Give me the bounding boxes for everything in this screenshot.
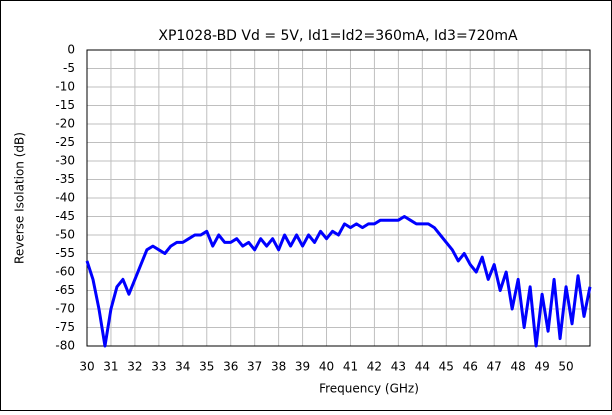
y-tick-label: -80 xyxy=(55,339,75,353)
x-axis-title: Frequency (GHz) xyxy=(319,382,419,396)
x-tick-label: 35 xyxy=(199,360,214,374)
y-tick-label: -40 xyxy=(55,191,75,205)
y-tick-label: -20 xyxy=(55,117,75,131)
x-tick-label: 44 xyxy=(415,360,430,374)
y-tick-label: -25 xyxy=(55,135,75,149)
y-tick-label: -30 xyxy=(55,154,75,168)
x-tick-label: 48 xyxy=(511,360,526,374)
x-tick-label: 40 xyxy=(319,360,334,374)
x-tick-label: 34 xyxy=(175,360,190,374)
y-tick-label: -15 xyxy=(55,98,75,112)
y-tick-label: -55 xyxy=(55,246,75,260)
x-tick-label: 36 xyxy=(223,360,238,374)
y-tick-label: -65 xyxy=(55,283,75,297)
x-tick-label: 32 xyxy=(127,360,142,374)
y-axis-title: Reverse Isolation (dB) xyxy=(13,132,27,264)
x-tick-label: 46 xyxy=(463,360,478,374)
x-tick-label: 42 xyxy=(367,360,382,374)
x-tick-label: 37 xyxy=(247,360,262,374)
x-tick-label: 41 xyxy=(343,360,358,374)
y-tick-label: -75 xyxy=(55,320,75,334)
chart-title: XP1028-BD Vd = 5V, Id1=Id2=360mA, Id3=72… xyxy=(158,28,518,44)
y-tick-label: -60 xyxy=(55,265,75,279)
y-tick-label: -5 xyxy=(63,61,75,75)
y-tick-label: -70 xyxy=(55,302,75,316)
y-tick-label: 0 xyxy=(67,43,75,57)
y-tick-label: -35 xyxy=(55,172,75,186)
x-tick-label: 50 xyxy=(558,360,573,374)
y-tick-label: -50 xyxy=(55,228,75,242)
y-tick-label: -45 xyxy=(55,209,75,223)
y-tick-label: -10 xyxy=(55,80,75,94)
x-tick-label: 47 xyxy=(487,360,502,374)
x-tick-label: 43 xyxy=(391,360,406,374)
data-line xyxy=(85,215,592,348)
x-tick-label: 38 xyxy=(271,360,286,374)
x-tick-label: 49 xyxy=(534,360,549,374)
x-tick-label: 31 xyxy=(103,360,118,374)
x-tick-label: 30 xyxy=(79,360,94,374)
x-tick-label: 33 xyxy=(151,360,166,374)
x-tick-label: 39 xyxy=(295,360,310,374)
x-tick-label: 45 xyxy=(439,360,454,374)
plot-frame xyxy=(86,49,591,347)
